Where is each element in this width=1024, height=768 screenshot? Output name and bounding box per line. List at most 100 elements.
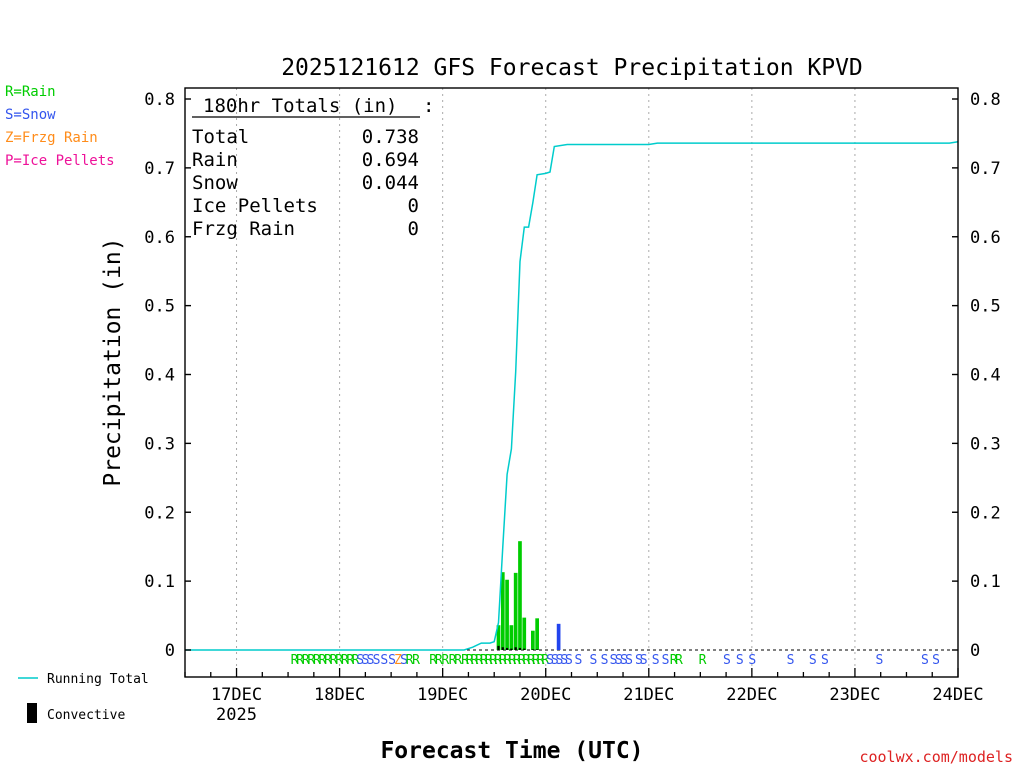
precip-type-marker: S — [635, 653, 643, 668]
precip-type-marker: S — [640, 653, 648, 668]
precip-type-marker: R — [313, 653, 321, 668]
x-tick-label: 22DEC — [726, 685, 777, 705]
precip-type-marker: R — [541, 653, 549, 668]
type-legend-entry: R=Rain — [5, 84, 56, 100]
precip-type-marker: S — [367, 653, 375, 668]
precip-type-marker: S — [565, 653, 573, 668]
x-tick-label: 23DEC — [829, 685, 880, 705]
precip-type-marker: S — [652, 653, 660, 668]
convective-bar — [523, 648, 526, 650]
precip-type-marker: R — [319, 653, 327, 668]
precip-type-marker: R — [412, 653, 420, 668]
series-legend-label: Running Total — [47, 672, 149, 687]
running-total-line — [185, 140, 959, 651]
totals-row-value: 0.694 — [362, 149, 419, 171]
x-tick-sublabel: 2025 — [216, 705, 257, 725]
totals-row-label: Ice Pellets — [192, 195, 318, 217]
precip-type-marker: R — [302, 653, 310, 668]
precip-type-marker: R — [296, 653, 304, 668]
precip-type-marker: S — [601, 653, 609, 668]
totals-row-label: Snow — [192, 172, 238, 194]
x-tick-label: 19DEC — [417, 685, 468, 705]
totals-row-label: Frzg Rain — [192, 218, 295, 240]
x-tick-label: 24DEC — [932, 685, 983, 705]
rain-precip-bar — [500, 572, 505, 650]
precip-type-marker: S — [932, 653, 940, 668]
precip-type-marker: S — [821, 653, 829, 668]
y-tick-label-right: 0.3 — [970, 434, 1001, 454]
totals-row-label: Rain — [192, 149, 238, 171]
precip-type-marker: S — [551, 653, 559, 668]
precip-type-marker: S — [875, 653, 883, 668]
y-tick-label-left: 0.6 — [144, 228, 175, 248]
precip-type-marker: R — [449, 653, 457, 668]
precip-type-marker: S — [620, 653, 628, 668]
precip-type-marker: S — [736, 653, 744, 668]
precip-type-marker: R — [461, 653, 469, 668]
totals-row-value: 0 — [408, 195, 419, 217]
type-legend-entry: P=Ice Pellets — [5, 153, 115, 169]
precip-type-marker: R — [471, 653, 479, 668]
y-tick-label-right: 0.1 — [970, 572, 1001, 592]
type-legend-entry: Z=Frzg Rain — [5, 130, 98, 146]
precip-type-marker: R — [406, 653, 414, 668]
convective-bar — [505, 647, 509, 650]
convective-bar — [518, 647, 522, 650]
credit-link[interactable]: coolwx.com/models — [859, 748, 1013, 766]
precip-type-marker: R — [352, 653, 360, 668]
precip-type-marker: R — [466, 653, 474, 668]
totals-box: 180hr Totals (in): Total 0.738 Rain 0.694 Sno… — [192, 95, 434, 240]
totals-row-value: 0 — [408, 218, 419, 240]
precip-type-marker: R — [513, 653, 521, 668]
precip-type-marker: R — [330, 653, 338, 668]
precip-type-marker: S — [921, 653, 929, 668]
precip-type-marker: S — [380, 653, 388, 668]
y-tick-label-left: 0.1 — [144, 572, 175, 592]
precip-type-marker: R — [435, 653, 443, 668]
gridlines — [185, 88, 958, 677]
precip-type-marker: R — [670, 653, 678, 668]
precip-type-marker: S — [361, 653, 369, 668]
precip-type-marker: S — [388, 653, 396, 668]
precip-type-marker: S — [748, 653, 756, 668]
precip-type-marker: R — [485, 653, 493, 668]
precip-type-marker: S — [546, 653, 554, 668]
precip-type-marker: R — [518, 653, 526, 668]
y-tick-label-left: 0.8 — [144, 90, 175, 110]
precip-type-marker: R — [291, 653, 299, 668]
x-tick-label: 17DEC — [211, 685, 262, 705]
convective-bar — [531, 649, 534, 650]
plot-frame — [184, 87, 959, 678]
precip-type-marker: R — [346, 653, 354, 668]
precip-type-marker: R — [522, 653, 530, 668]
y-tick-label-left: 0.4 — [144, 366, 175, 386]
y-tick-label-left: 0 — [165, 641, 175, 661]
totals-row-value: 0.738 — [362, 126, 419, 148]
totals-row-label: Total — [192, 126, 249, 148]
precip-type-marker: R — [454, 653, 462, 668]
y-tick-label-right: 0 — [970, 641, 980, 661]
convective-bar — [536, 649, 539, 650]
precip-type-marker: R — [324, 653, 332, 668]
precip-type-marker: S — [610, 653, 618, 668]
precip-type-marker: S — [556, 653, 564, 668]
precip-type-marker: R — [489, 653, 497, 668]
precip-type-marker: S — [662, 653, 670, 668]
y-tick-label-right: 0.4 — [970, 366, 1001, 386]
precip-type-marker: R — [537, 653, 545, 668]
precip-type-marker: R — [341, 653, 349, 668]
precip-type-marker: R — [532, 653, 540, 668]
precip-type-marker: S — [625, 653, 633, 668]
snow-precip-bar — [556, 623, 561, 650]
y-tick-label-right: 0.5 — [970, 297, 1001, 317]
convective-legend-swatch — [27, 703, 37, 723]
rain-precip-bar — [522, 617, 527, 650]
precip-type-marker: Z — [394, 653, 402, 668]
totals-heading-colon: : — [423, 95, 434, 117]
precip-type-marker: S — [589, 653, 597, 668]
precip-type-marker: R — [494, 653, 502, 668]
rain-precip-bar — [513, 572, 518, 650]
